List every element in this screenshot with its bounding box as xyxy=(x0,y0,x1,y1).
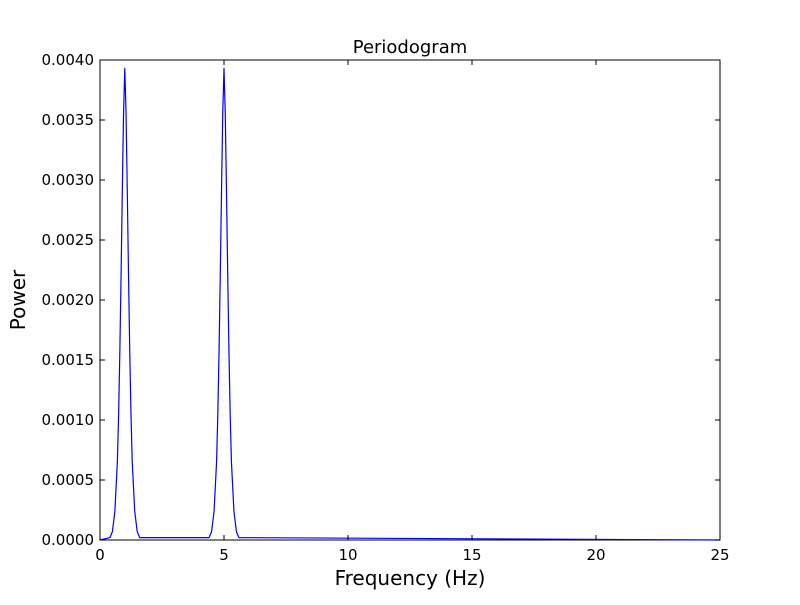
y-axis-ticks: 0.0000 0.0005 0.0010 0.0015 0.0020 0.0025 0.00… xyxy=(42,51,720,549)
y-tick-label: 0.0015 xyxy=(42,351,95,369)
x-tick-label: 25 xyxy=(710,546,729,564)
y-tick-label: 0.0025 xyxy=(42,231,95,249)
x-tick-label: 0 xyxy=(95,546,105,564)
y-tick-label: 0.0035 xyxy=(42,111,95,129)
y-tick-label: 0.0010 xyxy=(42,411,95,429)
plot-frame xyxy=(99,59,721,541)
y-axis-label: Power xyxy=(6,269,30,330)
y-tick-label: 0.0005 xyxy=(42,471,95,489)
x-axis-ticks: 0 5 10 15 20 25 xyxy=(95,60,730,564)
chart-title: Periodogram xyxy=(353,37,468,58)
y-tick-label: 0.0030 xyxy=(42,171,95,189)
x-tick-label: 10 xyxy=(338,546,357,564)
y-tick-label: 0.0040 xyxy=(42,51,95,69)
series-layer xyxy=(99,67,721,541)
x-axis-label: Frequency (Hz) xyxy=(335,566,486,590)
y-tick-label: 0.0000 xyxy=(42,531,95,549)
y-tick-label: 0.0020 xyxy=(42,291,95,309)
x-tick-label: 20 xyxy=(586,546,605,564)
plot-area xyxy=(99,59,721,541)
x-tick-label: 5 xyxy=(219,546,229,564)
series-line-0 xyxy=(99,67,721,541)
x-tick-label: 15 xyxy=(462,546,481,564)
